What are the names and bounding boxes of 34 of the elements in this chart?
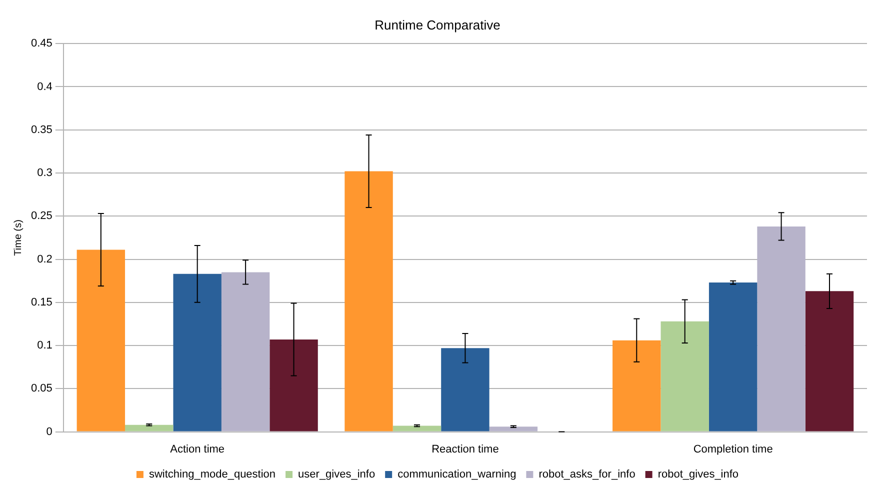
y-tick-label: 0.2 [37,253,52,266]
y-tick-label: 0.35 [30,124,52,136]
x-tick-label: Action time [170,443,225,456]
legend-label: robot_asks_for_info [538,468,636,481]
x-tick-label: Reaction time [432,443,499,456]
y-tick-label: 0.25 [30,210,52,222]
bar [125,424,174,432]
legend-label: robot_gives_info [658,468,739,481]
legend-label: communication_warning [398,468,516,481]
bar [660,321,709,432]
bar [489,426,538,432]
bar [221,272,270,432]
y-tick-label: 0 [46,426,52,438]
y-tick-label: 0.1 [37,340,52,352]
chart-title: Runtime Comparative [374,17,500,32]
y-tick-label: 0.4 [37,80,52,93]
legend-label: switching_mode_question [148,468,276,481]
y-axis-title: Time (s) [12,220,24,256]
bar [612,340,661,432]
y-tick-label: 0.45 [30,38,52,50]
bar [344,171,393,432]
bar [76,250,126,432]
bar [805,291,854,432]
bar [173,274,222,432]
legend-label: user_gives_info [298,468,376,481]
bar [270,339,318,432]
y-tick-label: 0.3 [37,167,52,180]
bar [392,426,442,432]
y-tick-label: 0.15 [30,296,52,308]
y-tick-label: 0.05 [30,382,52,395]
bar [441,348,490,432]
x-tick-label: Completion time [693,443,773,456]
bar [757,226,806,432]
bar [708,282,758,432]
